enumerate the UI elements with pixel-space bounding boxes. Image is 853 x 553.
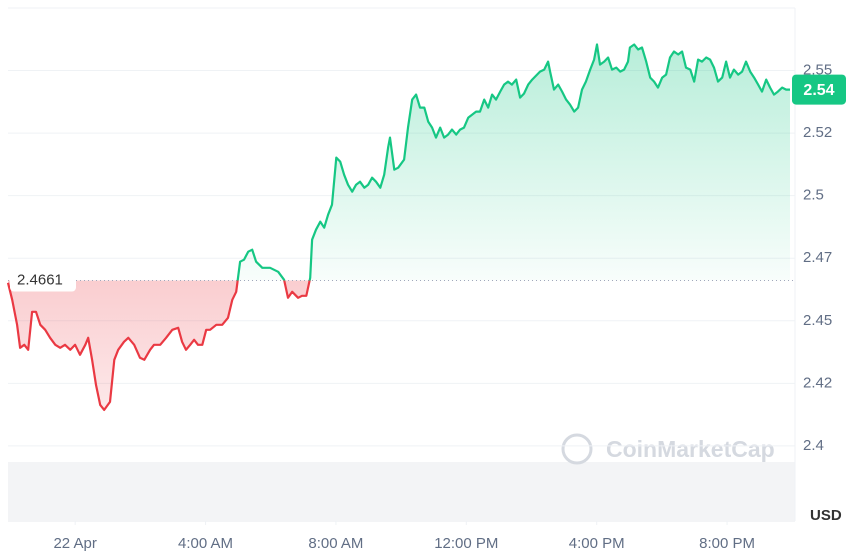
area-fill xyxy=(8,44,790,410)
x-tick-label: 8:00 AM xyxy=(308,535,363,552)
baseline-label-bg xyxy=(10,267,76,292)
volume-band xyxy=(8,462,795,522)
x-tick-label: 12:00 PM xyxy=(434,535,498,552)
y-tick-label: 2.42 xyxy=(803,374,832,391)
x-tick-label: 22 Apr xyxy=(53,535,96,552)
x-tick-label: 8:00 PM xyxy=(699,535,755,552)
y-tick-label: 2.55 xyxy=(803,62,832,79)
y-tick-label: 2.4 xyxy=(803,437,824,454)
y-tick-label: 2.52 xyxy=(803,124,832,141)
baseline-label: 2.4661 xyxy=(17,271,63,288)
y-tick-label: 2.45 xyxy=(803,312,832,329)
watermark: CoinMarketCap xyxy=(561,433,775,465)
unit-label: USD xyxy=(810,507,842,524)
y-tick-label: 2.47 xyxy=(803,249,832,266)
watermark-logo xyxy=(561,433,593,465)
x-tick-label: 4:00 AM xyxy=(178,535,233,552)
price-line xyxy=(6,43,790,411)
price-badge-label: 2.54 xyxy=(803,82,834,99)
watermark-text: CoinMarketCap xyxy=(606,436,775,462)
price-badge xyxy=(792,74,846,105)
y-tick-label: 2.5 xyxy=(803,187,824,204)
x-tick-label: 4:00 PM xyxy=(569,535,625,552)
